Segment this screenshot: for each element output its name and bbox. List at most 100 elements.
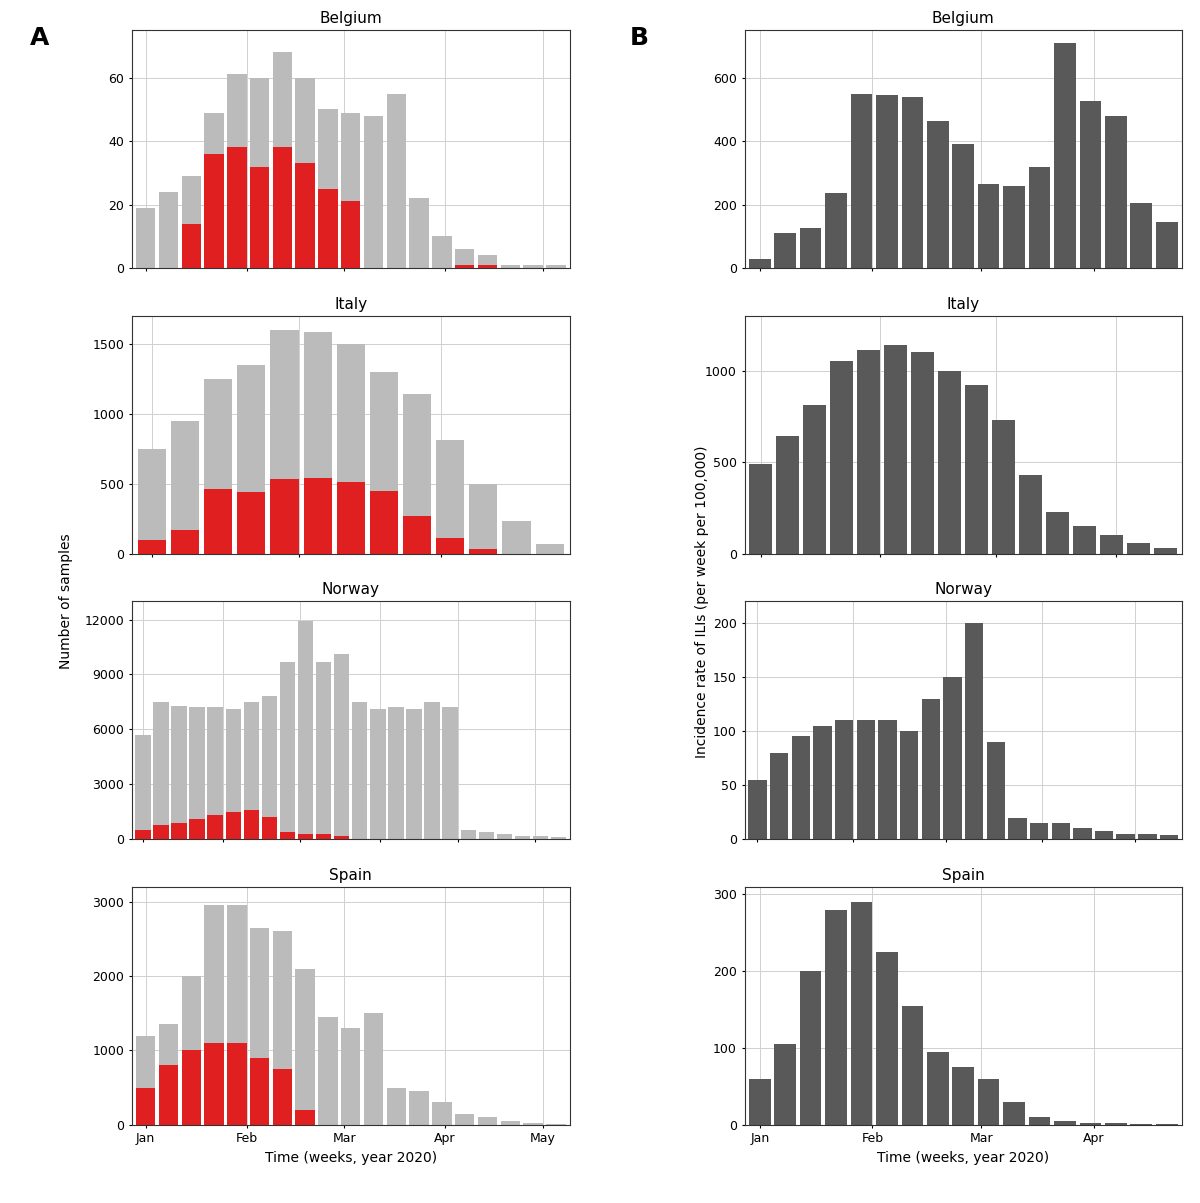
Bar [1080,1122,1102,1125]
Title: Spain: Spain [329,867,372,883]
Bar [154,824,169,840]
Bar [901,96,923,268]
Bar [515,836,530,840]
Bar [227,906,246,1125]
Bar [1160,835,1178,840]
Bar [523,1124,542,1125]
Bar [204,113,223,268]
Bar [295,1110,314,1125]
Bar [386,94,406,268]
Bar [250,78,269,268]
Bar [238,492,265,553]
Bar [878,721,896,840]
Bar [158,1066,178,1125]
Bar [403,516,431,553]
Bar [170,529,199,553]
Text: A: A [30,26,49,51]
Bar [172,823,187,840]
Bar [1130,203,1152,268]
Bar [1003,1102,1025,1125]
Bar [826,909,847,1125]
Bar [304,332,331,553]
Bar [1073,526,1097,553]
Bar [403,395,431,553]
Bar [244,701,259,840]
Bar [1003,185,1025,268]
Bar [792,736,810,840]
Bar [136,1036,155,1125]
Bar [749,259,770,268]
Bar [181,176,200,268]
Bar [181,224,200,268]
Bar [318,1017,337,1125]
Bar [900,731,918,840]
Bar [770,753,788,840]
Bar [341,1029,360,1125]
Bar [170,421,199,553]
Bar [455,1114,474,1125]
Bar [190,707,205,840]
Bar [857,721,875,840]
Title: Spain: Spain [942,867,985,883]
Bar [227,148,246,268]
Bar [341,113,360,268]
Bar [1028,1118,1050,1125]
Bar [190,819,205,840]
Bar [370,710,385,840]
Bar [776,437,799,553]
Bar [250,928,269,1125]
Bar [876,952,898,1125]
Bar [204,906,223,1125]
Bar [262,817,277,840]
Bar [226,710,241,840]
Bar [227,1043,246,1125]
Bar [851,902,872,1125]
Bar [298,622,313,840]
Bar [389,707,403,840]
Bar [1051,823,1070,840]
Bar [1154,549,1177,553]
Bar [800,971,822,1125]
Title: Italy: Italy [334,297,367,312]
Bar [158,192,178,268]
Bar [953,144,974,268]
Bar [250,166,269,268]
Bar [826,194,847,268]
Bar [386,1088,406,1125]
Bar [922,699,940,840]
Bar [749,780,767,840]
Bar [238,365,265,553]
Bar [803,405,826,553]
Bar [911,352,935,553]
Bar [469,484,498,553]
Bar [280,662,295,840]
Bar [478,1118,497,1125]
Bar [523,265,542,268]
Title: Norway: Norway [322,582,379,598]
Title: Norway: Norway [935,582,992,598]
Bar [409,198,428,268]
Bar [316,834,331,840]
Bar [436,538,464,553]
Bar [158,1025,178,1125]
Bar [226,812,241,840]
Bar [479,832,494,840]
Bar [455,265,474,268]
Bar [965,623,983,840]
Bar [316,662,331,840]
Bar [938,371,961,553]
Bar [364,1013,383,1125]
Bar [370,491,398,553]
Bar [1105,1124,1127,1125]
Title: Belgium: Belgium [932,11,995,26]
Bar [455,249,474,268]
Bar [341,201,360,268]
Bar [978,184,1000,268]
Bar [774,233,796,268]
X-axis label: Time (weeks, year 2020): Time (weeks, year 2020) [877,1151,1049,1165]
Bar [800,229,822,268]
Bar [535,544,564,553]
Bar [928,1051,949,1125]
Bar [370,372,398,553]
Bar [551,837,566,840]
